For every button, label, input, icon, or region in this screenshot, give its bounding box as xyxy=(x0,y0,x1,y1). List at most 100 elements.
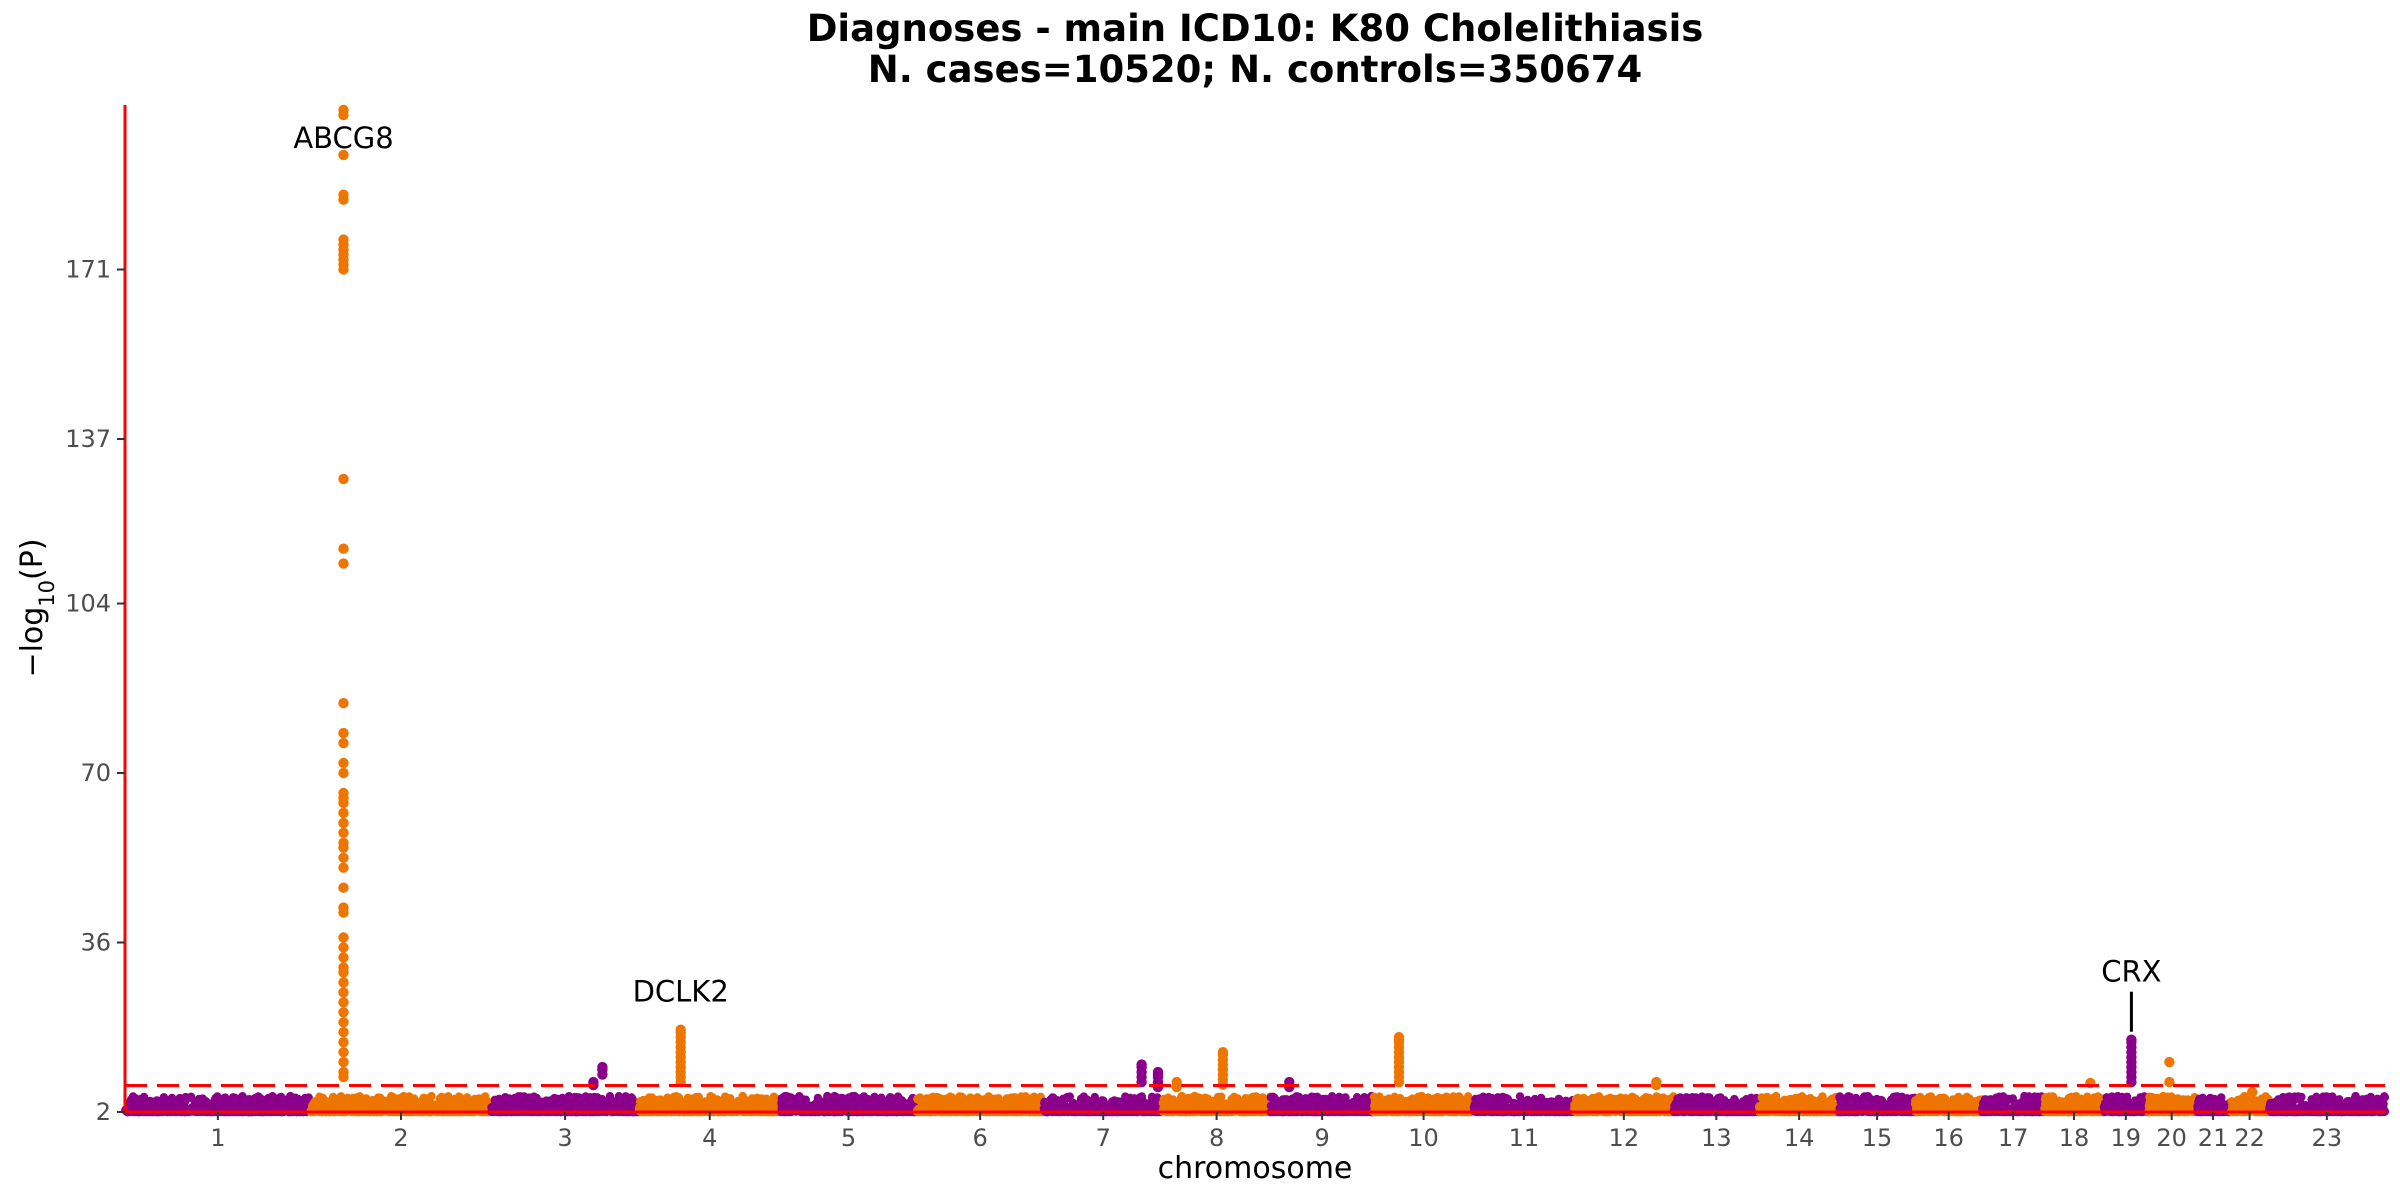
snp-point xyxy=(1237,1099,1246,1108)
snp-point xyxy=(801,1095,810,1104)
snp-point xyxy=(811,1101,821,1110)
snp-point xyxy=(559,1102,568,1112)
snp-point xyxy=(605,1092,615,1101)
snp-point xyxy=(944,1094,953,1103)
snp-point xyxy=(1040,1097,1049,1107)
snp-point xyxy=(924,1097,933,1106)
snp-point xyxy=(1139,1098,1149,1107)
snp-point xyxy=(1079,1093,1088,1102)
snp-point xyxy=(669,1100,679,1109)
snp-point xyxy=(1122,1097,1132,1107)
snp-point xyxy=(1211,1102,1221,1112)
snp-point xyxy=(262,1095,272,1104)
snp-point xyxy=(1401,1096,1410,1106)
snp-point xyxy=(782,1092,791,1101)
snp-point xyxy=(1049,1093,1058,1103)
snp-point xyxy=(674,1093,684,1102)
snp-point xyxy=(427,1091,436,1101)
snp-point xyxy=(312,1099,321,1108)
snp-point xyxy=(1198,1098,1207,1107)
snp-point xyxy=(677,1104,686,1113)
snp-point xyxy=(1358,1097,1368,1106)
snp-point xyxy=(254,1103,264,1112)
snp-point xyxy=(621,1092,630,1101)
snp-point xyxy=(762,1094,771,1103)
snp-point xyxy=(1025,1097,1035,1106)
snp-point xyxy=(473,1103,482,1112)
snp-point xyxy=(287,1100,296,1109)
snp-point xyxy=(726,1095,735,1104)
snp-point xyxy=(452,1103,461,1112)
snp-point xyxy=(523,1094,533,1103)
snp-point xyxy=(166,1098,175,1108)
snp-point xyxy=(1375,1095,1384,1104)
snp-point xyxy=(785,1101,795,1110)
snp-point xyxy=(1289,1100,1298,1110)
snp-point xyxy=(377,1100,387,1109)
snp-point xyxy=(1114,1100,1123,1109)
snp-point xyxy=(1190,1092,1200,1102)
snp-point xyxy=(388,1092,398,1102)
snp-point xyxy=(901,1099,910,1108)
snp-point xyxy=(549,1099,558,1108)
snp-point xyxy=(707,1094,716,1103)
snp-point xyxy=(1252,1102,1262,1111)
snp-point xyxy=(1311,1097,1321,1106)
snp-point xyxy=(558,1093,567,1103)
snp-point xyxy=(932,1095,941,1104)
snp-point xyxy=(1280,1096,1290,1105)
snp-point xyxy=(276,1092,286,1102)
snp-point xyxy=(467,1096,477,1105)
snp-point xyxy=(150,1097,160,1106)
snp-point xyxy=(983,1099,992,1108)
snp-point xyxy=(826,1093,835,1102)
snp-point xyxy=(741,1099,750,1108)
snp-point xyxy=(1149,1099,1159,1108)
snp-point xyxy=(1057,1098,1066,1108)
snp-point xyxy=(639,1095,648,1105)
snp-point xyxy=(593,1093,602,1102)
snp-point xyxy=(881,1104,890,1113)
snp-point xyxy=(869,1096,879,1105)
snp-point xyxy=(375,1093,385,1102)
snp-point xyxy=(342,1097,351,1107)
snp-point xyxy=(1331,1100,1341,1109)
snp-point xyxy=(1460,1095,1470,1105)
snp-point xyxy=(353,1093,362,1102)
snp-point xyxy=(336,1092,345,1102)
snp-point xyxy=(325,1104,334,1113)
snp-point xyxy=(793,1100,802,1110)
snp-point xyxy=(423,1104,433,1113)
snp-point xyxy=(1006,1100,1016,1110)
snp-point xyxy=(1436,1100,1445,1110)
snp-point xyxy=(694,1098,703,1107)
chart-title: Diagnoses - main ICD10: K80 Cholelithias… xyxy=(807,7,1704,50)
snp-point xyxy=(915,1096,925,1105)
snp-point xyxy=(176,1100,185,1109)
snp-point xyxy=(294,1097,303,1106)
snp-point xyxy=(1425,1097,1434,1106)
snp-point xyxy=(252,1094,262,1104)
snp-point xyxy=(850,1092,859,1102)
snp-point xyxy=(504,1096,514,1105)
snp-point xyxy=(191,1097,201,1107)
snp-point xyxy=(324,1097,334,1107)
chart-subtitle: N. cases=10520; N. controls=350674 xyxy=(868,48,1642,91)
snp-point xyxy=(225,1096,234,1105)
snp-point xyxy=(688,1094,697,1103)
snp-point xyxy=(1339,1096,1348,1106)
snp-point xyxy=(236,1100,245,1110)
snp-point xyxy=(994,1094,1003,1103)
snp-point xyxy=(1017,1092,1026,1101)
snp-point xyxy=(1349,1097,1358,1107)
snp-point xyxy=(335,1099,344,1109)
snp-point xyxy=(397,1096,406,1106)
snp-point xyxy=(353,1099,362,1108)
snp-point xyxy=(1130,1094,1139,1103)
snp-point xyxy=(237,1093,247,1102)
data-points xyxy=(121,104,2390,1117)
snp-point xyxy=(1411,1097,1421,1106)
snp-point xyxy=(1000,1103,1009,1112)
snp-point xyxy=(769,1092,779,1101)
